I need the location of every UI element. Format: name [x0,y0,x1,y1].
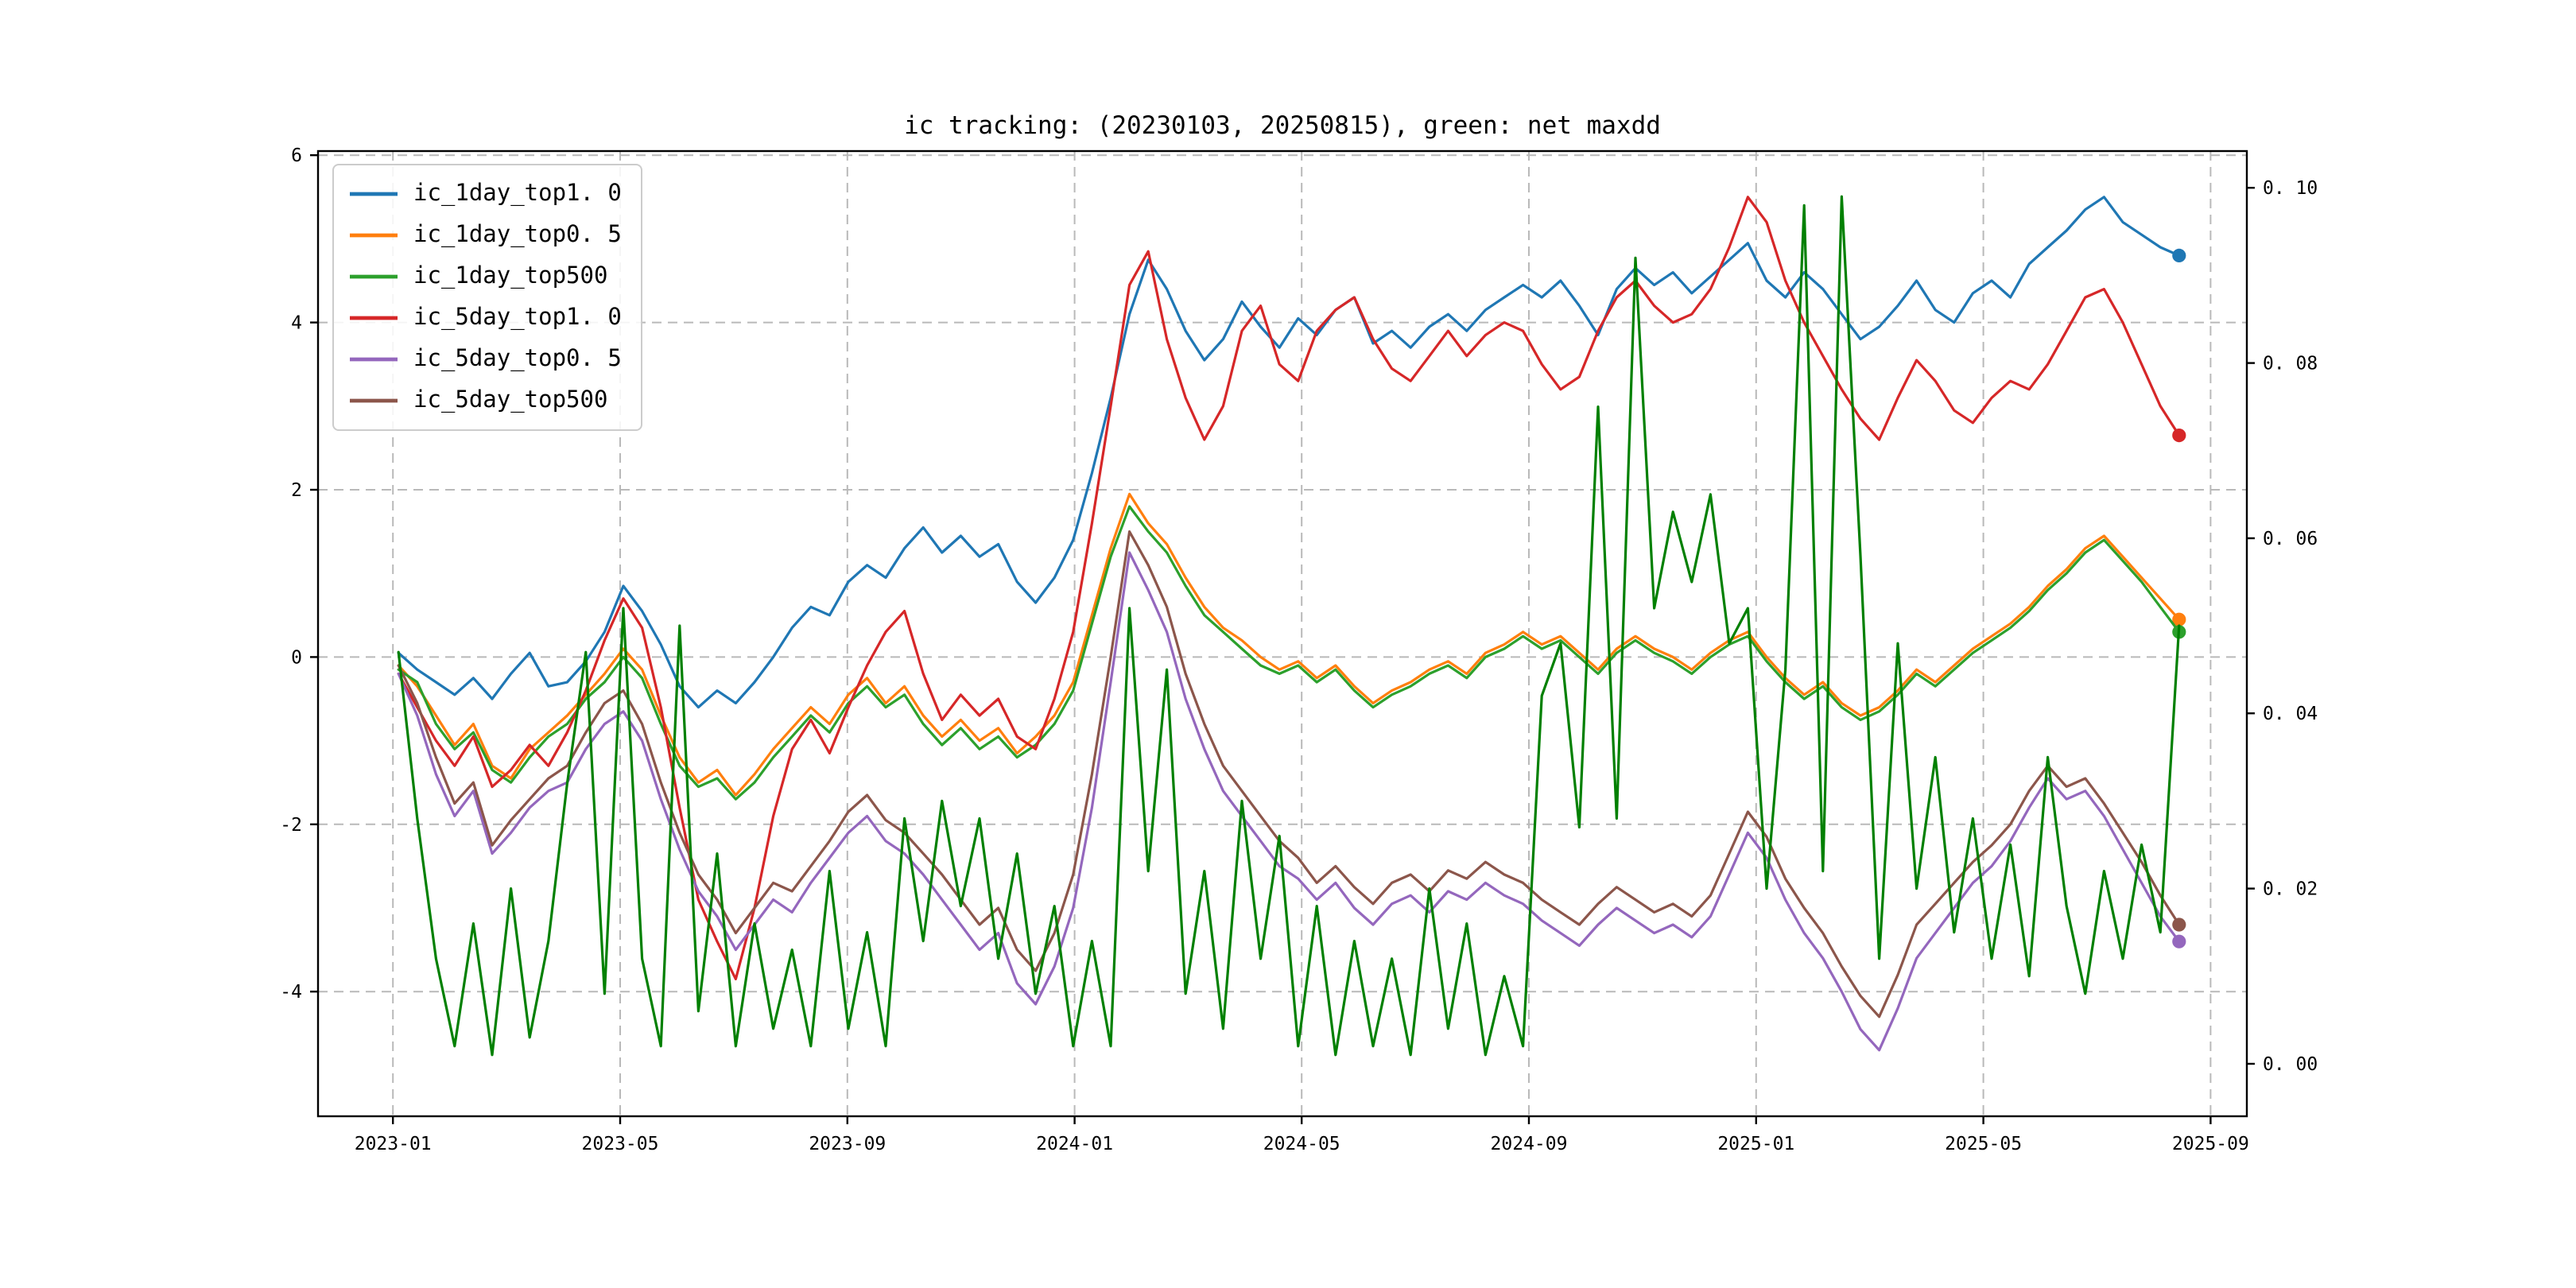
x-tick-label: 2023-01 [355,1134,432,1154]
y-left-tick-label: 6 [291,145,302,166]
y-left-tick-label: -2 [280,815,302,836]
legend-label: ic_1day_top1. 0 [413,181,622,207]
y-right-tick-label: 0. 10 [2263,178,2318,199]
series-line-5 [397,530,2181,1018]
series-line-2 [397,505,2181,801]
legend-item-3: ic_5day_top1. 0 [350,297,622,339]
series-end-marker-3 [2172,429,2186,443]
y-left-tick-label: 4 [291,313,302,334]
legend: ic_1day_top1. 0 ic_1day_top0. 5 ic_1day_to… [332,164,642,431]
x-tick-label: 2025-09 [2172,1134,2249,1154]
series-end-marker-5 [2172,918,2186,932]
legend-line-swatch [350,398,398,403]
y-right-tick-label: 0. 06 [2263,529,2318,549]
legend-label: ic_5day_top500 [413,388,608,413]
legend-line-swatch [350,357,398,362]
legend-label: ic_1day_top500 [413,264,608,289]
legend-line-swatch [350,233,398,238]
legend-item-5: ic_5day_top500 [350,380,622,421]
series-line-3 [397,196,2181,980]
x-tick-label: 2025-05 [1945,1134,2022,1154]
series-end-marker-4 [2172,934,2186,949]
legend-label: ic_5day_top0. 5 [413,347,622,372]
x-tick-label: 2024-01 [1036,1134,1113,1154]
legend-line-swatch [350,274,398,279]
legend-line-swatch [350,316,398,320]
x-tick-label: 2024-05 [1263,1134,1340,1154]
y-left-tick-label: -4 [280,982,302,1003]
chart-title: ic tracking: (20230103, 20250815), green… [904,111,1661,140]
y-left-tick-label: 0 [291,647,302,668]
axes-spine [316,149,2248,1118]
y-right-tick-label: 0. 00 [2263,1054,2318,1075]
y-left-tick-label: 2 [291,480,302,501]
series-line-0 [397,196,2181,709]
legend-item-1: ic_1day_top0. 5 [350,215,622,256]
x-tick-label: 2025-01 [1717,1134,1794,1154]
legend-label: ic_1day_top0. 5 [413,223,622,248]
x-tick-label: 2023-09 [809,1134,886,1154]
series-line-4 [397,551,2181,1052]
x-tick-label: 2023-05 [582,1134,659,1154]
legend-line-swatch [350,192,398,196]
legend-item-2: ic_1day_top500 [350,256,622,297]
legend-item-0: ic_1day_top1. 0 [350,173,622,215]
y-right-tick-label: 0. 02 [2263,879,2318,900]
legend-item-4: ic_5day_top0. 5 [350,339,622,380]
series-end-marker-1 [2172,612,2186,627]
x-tick-label: 2024-09 [1491,1134,1568,1154]
series-line-1 [397,492,2181,797]
series-end-marker-0 [2172,248,2186,262]
series-line-6 [397,195,2181,1057]
y-right-tick-label: 0. 04 [2263,704,2318,724]
legend-label: ic_5day_top1. 0 [413,305,622,331]
y-right-tick-label: 0. 08 [2263,354,2318,374]
